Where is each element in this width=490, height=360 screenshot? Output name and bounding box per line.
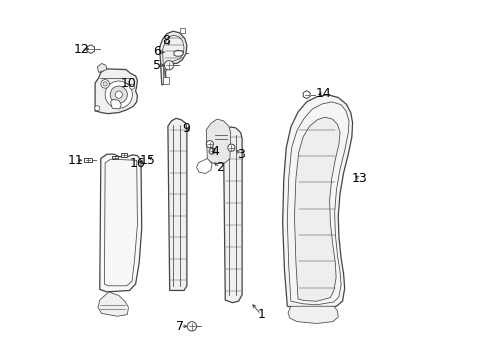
Polygon shape	[206, 119, 231, 164]
Text: 10: 10	[121, 77, 136, 90]
Polygon shape	[160, 31, 187, 85]
Polygon shape	[97, 63, 107, 72]
Text: 1: 1	[257, 308, 265, 321]
Text: 2: 2	[216, 161, 224, 174]
Circle shape	[103, 82, 107, 86]
Bar	[112, 156, 118, 159]
Circle shape	[105, 81, 132, 108]
Circle shape	[129, 84, 135, 89]
Circle shape	[115, 91, 122, 98]
Text: 8: 8	[162, 34, 170, 48]
Polygon shape	[303, 91, 310, 99]
Bar	[121, 153, 127, 157]
Circle shape	[206, 140, 214, 148]
Text: 13: 13	[352, 172, 368, 185]
Text: 11: 11	[68, 154, 84, 167]
Polygon shape	[87, 45, 95, 53]
Polygon shape	[294, 117, 340, 301]
Polygon shape	[283, 95, 353, 309]
Circle shape	[101, 80, 109, 88]
Circle shape	[95, 106, 100, 111]
Polygon shape	[288, 306, 338, 323]
Bar	[163, 77, 169, 84]
Polygon shape	[111, 99, 122, 109]
Polygon shape	[196, 158, 212, 174]
Circle shape	[187, 321, 196, 331]
Bar	[180, 28, 185, 33]
Circle shape	[110, 86, 127, 103]
Text: 4: 4	[212, 145, 220, 158]
Text: 6: 6	[153, 45, 161, 58]
Text: 5: 5	[153, 59, 161, 72]
Polygon shape	[223, 127, 242, 303]
Polygon shape	[174, 50, 183, 56]
Text: 3: 3	[238, 148, 245, 161]
Text: 14: 14	[316, 87, 332, 100]
Circle shape	[164, 60, 173, 70]
Text: 9: 9	[182, 122, 190, 135]
Polygon shape	[98, 292, 128, 316]
Bar	[84, 158, 92, 162]
Text: 15: 15	[140, 154, 155, 167]
Circle shape	[209, 148, 215, 154]
Text: 12: 12	[73, 42, 89, 55]
Text: 7: 7	[176, 320, 184, 333]
Circle shape	[228, 144, 235, 151]
Polygon shape	[168, 118, 187, 291]
Polygon shape	[100, 154, 142, 292]
Text: 16: 16	[129, 157, 146, 170]
Polygon shape	[95, 69, 137, 114]
